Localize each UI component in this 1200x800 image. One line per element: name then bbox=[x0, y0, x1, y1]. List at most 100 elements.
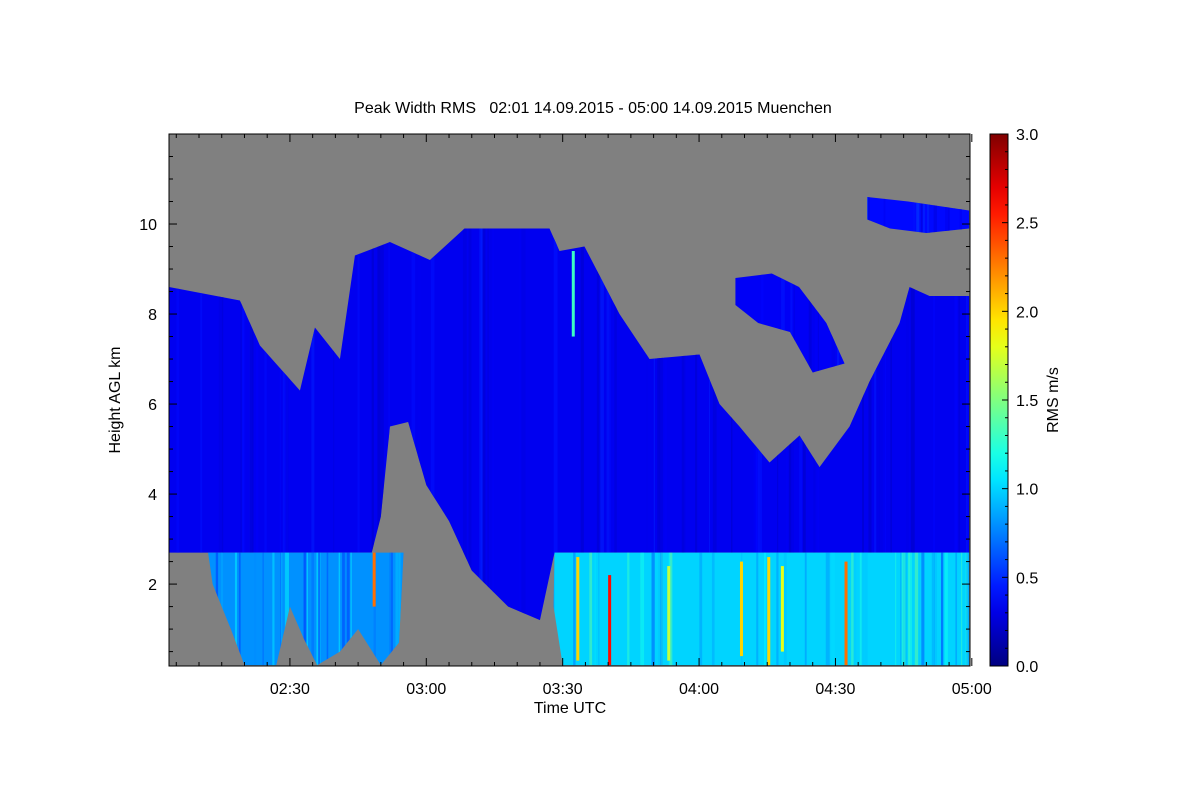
texture-streak bbox=[599, 228, 601, 621]
texture-streak bbox=[346, 552, 350, 666]
texture-streak bbox=[876, 228, 881, 621]
x-tick-label: 02:30 bbox=[270, 681, 310, 698]
texture-streak bbox=[916, 197, 920, 234]
texture-streak bbox=[682, 228, 686, 621]
texture-streak bbox=[958, 228, 961, 621]
texture-streak bbox=[934, 552, 938, 666]
texture-streak bbox=[861, 552, 864, 666]
texture-streak bbox=[940, 552, 944, 666]
y-tick-label: 10 bbox=[139, 217, 157, 234]
texture-streak bbox=[931, 552, 935, 666]
heatmap-streak bbox=[608, 575, 612, 666]
texture-streak bbox=[933, 228, 935, 621]
texture-streak bbox=[482, 228, 485, 621]
texture-streak bbox=[890, 228, 892, 621]
texture-streak bbox=[867, 197, 869, 234]
texture-streak bbox=[483, 228, 486, 621]
texture-streak bbox=[350, 552, 352, 666]
texture-streak bbox=[669, 552, 673, 666]
texture-streak bbox=[238, 552, 241, 666]
texture-streak bbox=[921, 552, 925, 666]
texture-streak bbox=[288, 228, 291, 621]
heatmap-streak bbox=[576, 557, 580, 661]
axes: 02:30 03:00 03:30 04:00 04:30 05:00 2 4 6 8 10 bbox=[139, 133, 992, 698]
texture-streak bbox=[657, 228, 661, 621]
texture-streak bbox=[255, 228, 259, 621]
chart-title: Peak Width RMS 02:01 14.09.2015 - 05:00 … bbox=[354, 100, 832, 117]
texture-streak bbox=[965, 552, 968, 666]
colorbar: 0.0 0.5 1.0 1.5 2.0 2.5 3.0 bbox=[989, 127, 1038, 676]
texture-streak bbox=[658, 552, 660, 666]
texture-streak bbox=[831, 552, 835, 666]
texture-streak bbox=[859, 552, 863, 666]
texture-streak bbox=[945, 197, 949, 234]
texture-streak bbox=[817, 273, 819, 373]
texture-streak bbox=[895, 552, 897, 666]
texture-streak bbox=[395, 552, 399, 666]
heatmap-streak bbox=[667, 566, 671, 661]
texture-streak bbox=[249, 228, 254, 621]
texture-streak bbox=[311, 228, 315, 621]
texture-streak bbox=[664, 228, 667, 621]
texture-streak bbox=[487, 228, 489, 621]
x-tick-label: 04:00 bbox=[679, 681, 719, 698]
colorbar-label: RMS m/s bbox=[1045, 367, 1062, 433]
texture-streak bbox=[914, 552, 919, 666]
texture-streak bbox=[658, 228, 663, 621]
texture-streak bbox=[868, 228, 872, 621]
texture-streak bbox=[708, 228, 710, 621]
texture-streak bbox=[899, 552, 902, 666]
texture-streak bbox=[430, 228, 435, 621]
texture-streak bbox=[778, 273, 782, 373]
texture-streak bbox=[695, 228, 697, 621]
texture-streak bbox=[411, 228, 416, 621]
texture-streak bbox=[264, 228, 267, 621]
colorbar-tick-label: 1.0 bbox=[1016, 482, 1038, 499]
texture-streak bbox=[371, 228, 374, 621]
texture-streak bbox=[641, 552, 644, 666]
texture-streak bbox=[480, 228, 484, 621]
texture-streak bbox=[954, 197, 956, 234]
texture-streak bbox=[519, 228, 521, 621]
colorbar-tick-label: 0.0 bbox=[1016, 659, 1038, 676]
texture-streak bbox=[852, 552, 857, 666]
texture-streak bbox=[864, 552, 868, 666]
heatmap-streak bbox=[844, 561, 848, 666]
texture-streak bbox=[234, 552, 238, 666]
texture-streak bbox=[283, 552, 286, 666]
texture-streak bbox=[812, 273, 815, 373]
texture-streak bbox=[933, 197, 937, 234]
texture-streak bbox=[254, 228, 256, 621]
texture-streak bbox=[696, 228, 698, 621]
texture-streak bbox=[908, 552, 910, 666]
texture-streak bbox=[919, 552, 921, 666]
texture-streak bbox=[609, 228, 611, 621]
texture-streak bbox=[596, 228, 601, 621]
texture-streak bbox=[218, 228, 221, 621]
texture-streak bbox=[281, 552, 283, 666]
texture-streak bbox=[901, 552, 906, 666]
texture-streak bbox=[804, 552, 807, 666]
texture-streak bbox=[338, 552, 341, 666]
texture-streak bbox=[462, 228, 467, 621]
y-tick-label: 6 bbox=[148, 397, 157, 414]
x-tick-label: 05:00 bbox=[952, 681, 992, 698]
texture-streak bbox=[388, 228, 390, 621]
texture-streak bbox=[280, 552, 282, 666]
texture-streak bbox=[868, 197, 870, 234]
texture-streak bbox=[614, 228, 616, 621]
texture-streak bbox=[282, 228, 285, 621]
colorbar-tick-label: 2.5 bbox=[1016, 216, 1038, 233]
colorbar-tick-label: 1.5 bbox=[1016, 393, 1038, 410]
x-axis-label: Time UTC bbox=[534, 700, 606, 717]
texture-streak bbox=[598, 552, 600, 666]
texture-streak bbox=[521, 228, 526, 621]
texture-streak bbox=[606, 228, 610, 621]
texture-streak bbox=[711, 552, 715, 666]
texture-streak bbox=[764, 552, 766, 666]
texture-streak bbox=[221, 228, 224, 621]
texture-streak bbox=[244, 228, 247, 621]
texture-streak bbox=[318, 552, 320, 666]
texture-streak bbox=[927, 197, 930, 234]
